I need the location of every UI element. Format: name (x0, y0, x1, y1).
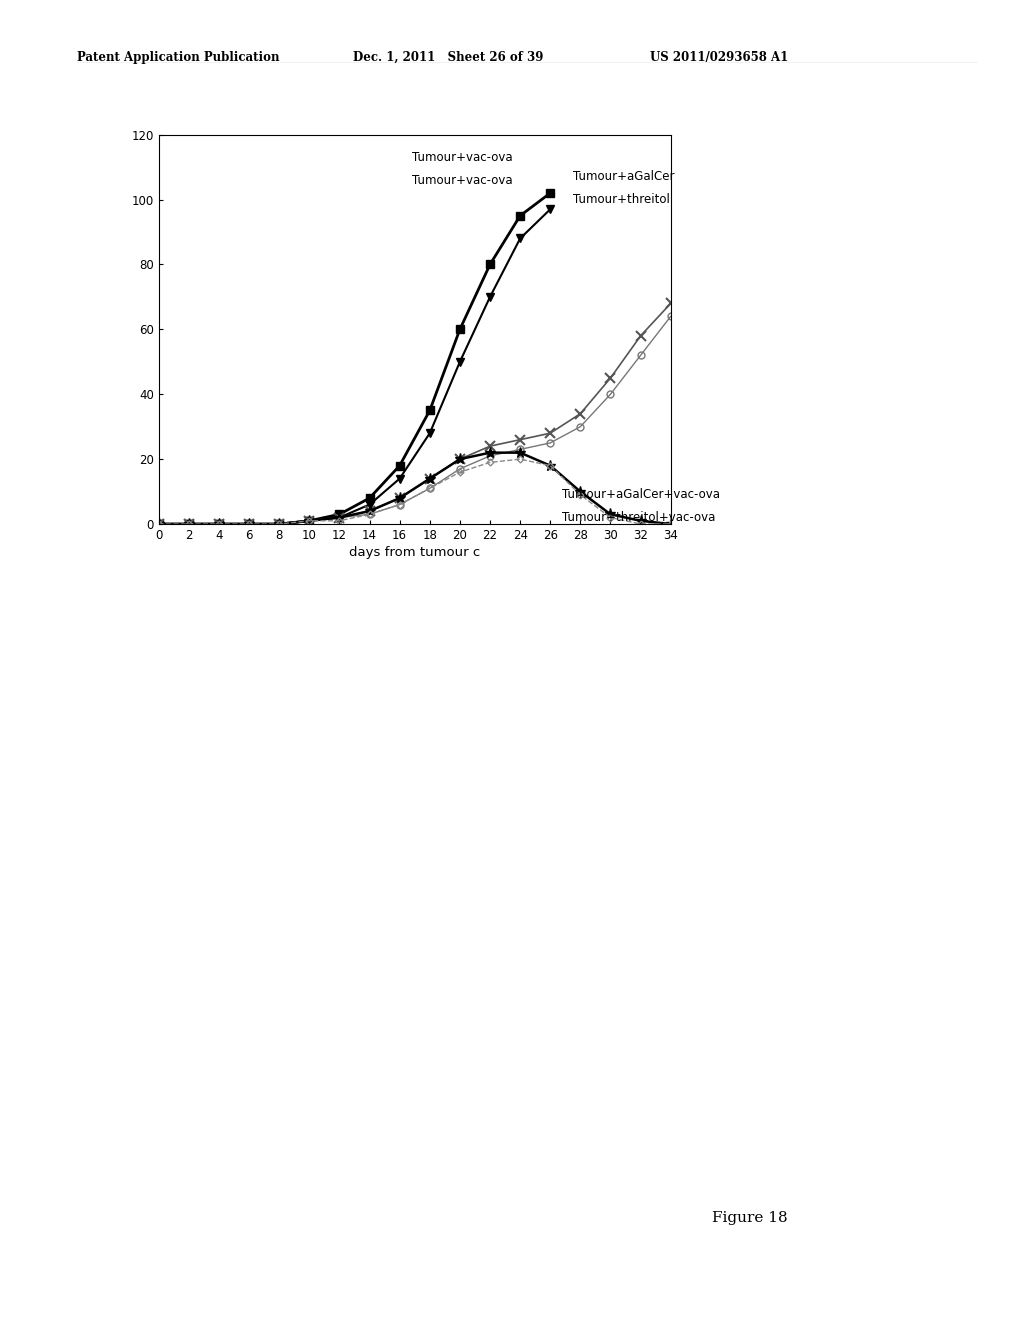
Text: Dec. 1, 2011   Sheet 26 of 39: Dec. 1, 2011 Sheet 26 of 39 (353, 50, 544, 63)
Text: Patent Application Publication: Patent Application Publication (77, 50, 280, 63)
Text: US 2011/0293658 A1: US 2011/0293658 A1 (650, 50, 788, 63)
Text: Tumour+vac-ova: Tumour+vac-ova (412, 173, 512, 186)
Text: Tumour+vac-ova: Tumour+vac-ova (412, 150, 512, 164)
Text: Tumour+aGalCer+vac-ova: Tumour+aGalCer+vac-ova (562, 488, 720, 502)
Text: Figure 18: Figure 18 (712, 1210, 787, 1225)
Text: Tumour+threitol+vac-ova: Tumour+threitol+vac-ova (562, 511, 716, 524)
Text: Tumour+threitol: Tumour+threitol (572, 193, 670, 206)
X-axis label: days from tumour c: days from tumour c (349, 546, 480, 560)
Text: Tumour+aGalCer: Tumour+aGalCer (572, 170, 675, 183)
